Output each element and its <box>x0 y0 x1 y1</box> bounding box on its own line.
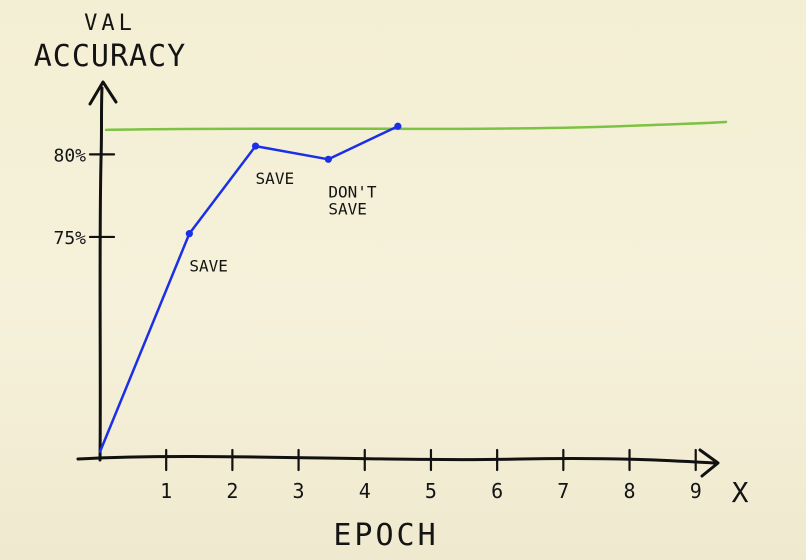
annotation-label: SAVE <box>256 169 295 188</box>
annotation-label: SAVE <box>328 199 367 218</box>
annotation-label: DON'T <box>328 182 377 201</box>
x-tick-label: 2 <box>226 479 238 503</box>
x-axis-label: EPOCH <box>333 518 438 553</box>
x-tick-label: 3 <box>293 479 305 503</box>
x-tick-label: 6 <box>491 479 503 503</box>
reference-line <box>104 120 728 132</box>
x-tick-label: 9 <box>690 479 702 503</box>
axes <box>76 80 720 478</box>
y-tick-label: 75% <box>53 228 86 249</box>
y-axis-line <box>98 86 104 462</box>
y-axis-label-line-1: VAL <box>84 11 136 36</box>
y-axis-arrow <box>88 80 118 106</box>
x-tick-label: 1 <box>160 479 172 503</box>
y-tick-label: 80% <box>53 145 86 166</box>
x-tick-label: 8 <box>624 479 636 503</box>
y-axis-label-line-2: ACCURACY <box>34 39 187 74</box>
x-axis-arrow <box>698 448 720 478</box>
data-point <box>324 155 332 163</box>
data-point <box>185 230 193 238</box>
x-tick-label: 4 <box>359 479 371 503</box>
x-axis-end-label: X <box>732 476 749 509</box>
annotation-label: SAVE <box>189 257 228 276</box>
x-tick-label: 5 <box>425 479 437 503</box>
series-line <box>98 125 400 453</box>
data-point <box>394 122 402 130</box>
data-point <box>251 142 260 150</box>
x-tick-label: 7 <box>557 479 569 503</box>
x-axis-line <box>76 454 717 465</box>
